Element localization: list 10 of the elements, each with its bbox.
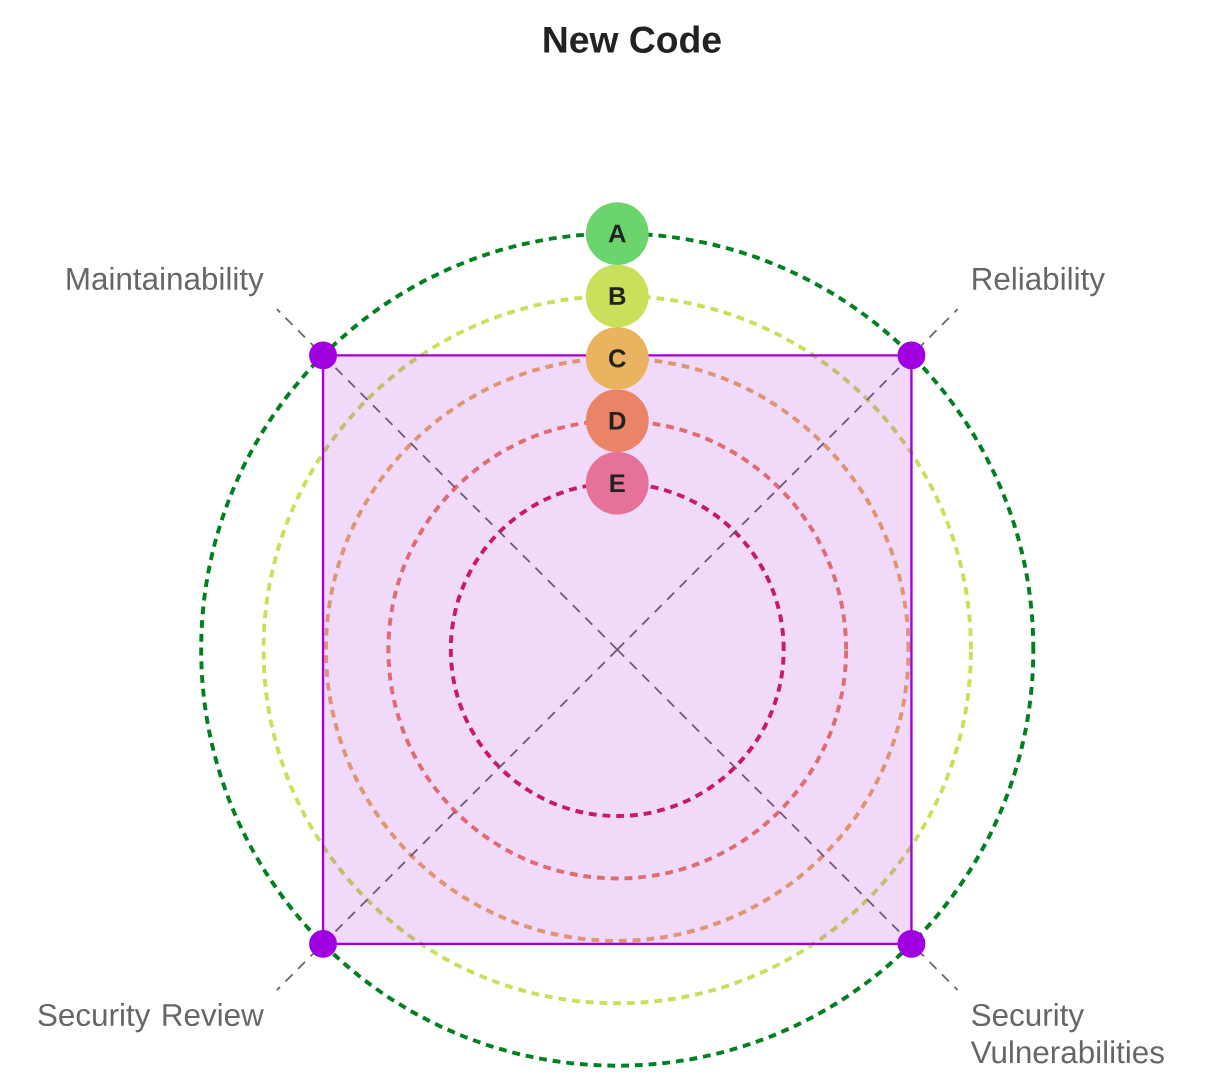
spoke-label: Security Vulnerabilities (970, 1002, 1164, 1064)
chart-title: New Code (544, 25, 721, 53)
spoke-label: Reliability (973, 266, 1105, 296)
spoke-label: Maintainability (67, 266, 264, 296)
y-tick-label: D (609, 411, 626, 430)
y-tick-label: A (608, 224, 626, 243)
y-tick-label: E (610, 474, 625, 492)
spoke-label: Security Review (38, 1002, 264, 1033)
y-tick-label: B (609, 286, 626, 305)
y-tick-label: C (609, 349, 626, 368)
